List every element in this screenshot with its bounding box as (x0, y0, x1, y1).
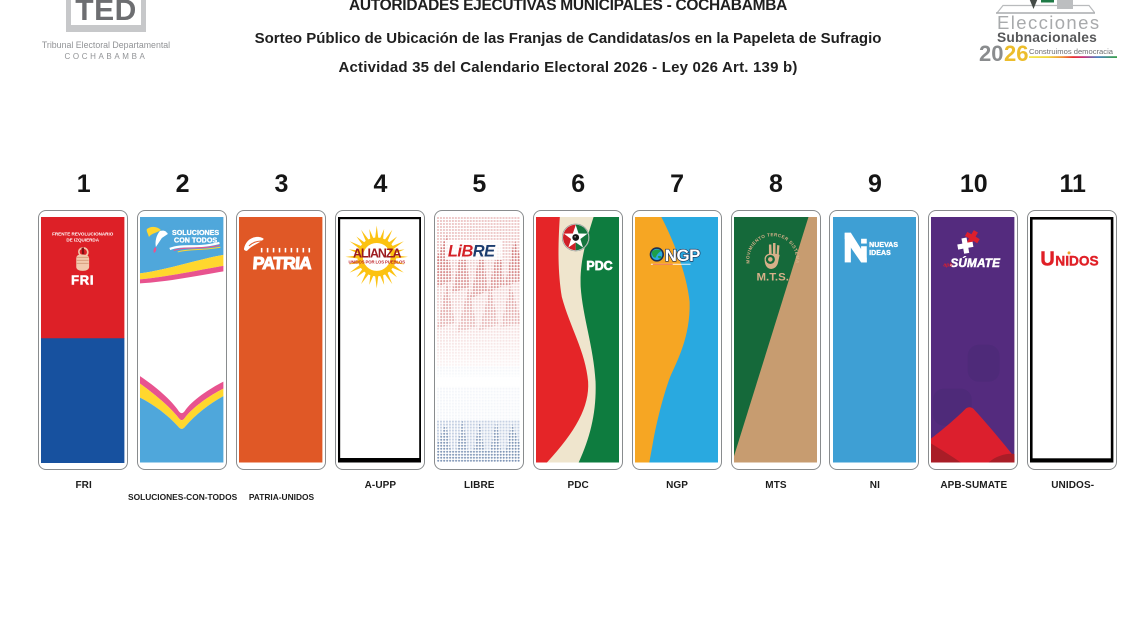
svg-text:FRENTE REVOLUCIONARIO: FRENTE REVOLUCIONARIO (52, 232, 114, 237)
svg-text:SOLUCIONES: SOLUCIONES (172, 229, 219, 237)
svg-text:UNIDOS POR LOS PUEBLOS: UNIDOS POR LOS PUEBLOS (349, 260, 406, 265)
svg-text:M.T.S.: M.T.S. (756, 272, 788, 284)
svg-text:FRI: FRI (71, 273, 94, 288)
svg-text:apb: apb (944, 263, 953, 269)
svg-text:U: U (1041, 249, 1055, 271)
svg-text:Elecciones: Elecciones (997, 12, 1100, 33)
svg-text:Construimos democracia: Construimos democracia (1029, 47, 1114, 56)
svg-text:SÚMATE: SÚMATE (951, 257, 1002, 270)
svg-text:NUEVAS: NUEVAS (869, 242, 898, 249)
svg-text:DE IZQUIERDA: DE IZQUIERDA (67, 238, 100, 243)
svg-text:NIDOS: NIDOS (1056, 254, 1099, 269)
svg-text:PDC: PDC (586, 259, 612, 273)
svg-text:26: 26 (1004, 41, 1028, 62)
svg-text:Subnacionales: Subnacionales (997, 30, 1097, 45)
svg-text:IDEAS: IDEAS (869, 250, 891, 257)
svg-text:ALIANZA: ALIANZA (353, 247, 401, 261)
svg-text:20: 20 (979, 41, 1003, 62)
svg-text:CON TODOS: CON TODOS (174, 237, 217, 245)
svg-text:PATRIA: PATRIA (252, 253, 313, 273)
svg-text:LiBRE: LiBRE (448, 243, 496, 261)
svg-text:NGP: NGP (665, 246, 700, 265)
